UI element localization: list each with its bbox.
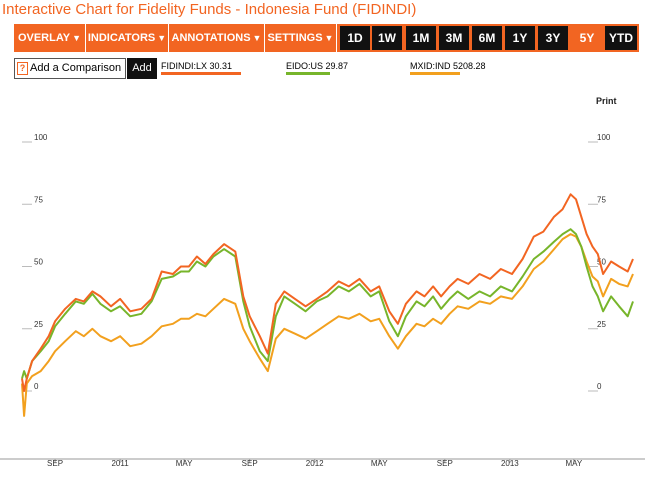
x-tick-label: SEP — [47, 459, 63, 468]
y-tick-label-left: 25 — [34, 320, 43, 329]
y-tick-label-right: 25 — [597, 320, 606, 329]
x-tick-label: 2013 — [501, 459, 519, 468]
series-line — [21, 228, 634, 380]
y-tick-label-left: 0 — [34, 382, 39, 391]
legend-series-value: 29.87 — [323, 61, 349, 71]
range-1y-button[interactable]: 1Y — [505, 26, 535, 50]
x-tick-label: 2011 — [111, 459, 129, 468]
chevron-down-icon: ▼ — [324, 33, 334, 43]
x-tick-label: MAY — [565, 459, 582, 468]
range-ytd-button[interactable]: YTD — [605, 26, 637, 50]
y-tick-label-right: 75 — [597, 195, 606, 204]
legend-item[interactable]: MXID:IND 5208.28 — [410, 61, 486, 71]
chevron-down-icon: ▼ — [72, 33, 82, 43]
legend-series-value: 5208.28 — [450, 61, 486, 71]
indicators-menu-label: INDICATORS — [87, 32, 156, 44]
add-comparison-button[interactable]: Add — [127, 58, 157, 79]
range-6m-button[interactable]: 6M — [472, 26, 502, 50]
y-tick-label-right: 50 — [597, 258, 606, 267]
y-tick-label-right: 0 — [597, 382, 602, 391]
add-comparison-label: Add a Comparison — [30, 62, 122, 74]
x-tick-label: MAY — [371, 459, 388, 468]
overlay-menu[interactable]: OVERLAY ▼ — [14, 24, 86, 52]
x-tick-label: SEP — [437, 459, 453, 468]
x-tick-label: SEP — [242, 459, 258, 468]
annotations-menu-label: ANNOTATIONS — [171, 32, 251, 44]
x-tick-label: MAY — [176, 459, 193, 468]
indicators-menu[interactable]: INDICATORS ▼ — [86, 24, 169, 52]
y-tick-label-left: 50 — [34, 258, 43, 267]
range-1m-button[interactable]: 1M — [406, 26, 436, 50]
chart-toolbar: OVERLAY ▼ INDICATORS ▼ ANNOTATIONS ▼ SETTIN… — [14, 24, 639, 52]
range-3y-button[interactable]: 3Y — [538, 26, 568, 50]
x-tick-label: 2012 — [306, 459, 324, 468]
chart-area: 0 0 25 25 50 50 75 75 100 100 SEP 2011 MAY SEP 2012 MAY… — [0, 85, 645, 474]
series-line — [21, 193, 634, 392]
chevron-down-icon: ▼ — [157, 33, 167, 43]
chart-title: Interactive Chart for Fidelity Funds - I… — [2, 1, 417, 18]
price-chart: 0 0 25 25 50 50 75 75 100 100 SEP 2011 MAY SEP 2012 MAY… — [0, 133, 645, 468]
y-tick-label-right: 100 — [597, 133, 611, 142]
legend-swatch — [161, 72, 241, 75]
chevron-down-icon: ▼ — [252, 33, 262, 43]
overlay-menu-label: OVERLAY — [17, 32, 71, 44]
legend-item[interactable]: EIDO:US 29.87 — [286, 61, 348, 71]
annotations-menu[interactable]: ANNOTATIONS ▼ — [169, 24, 265, 52]
legend-item[interactable]: FIDINDI:LX 30.31 — [161, 61, 232, 71]
y-tick-label-left: 75 — [34, 195, 43, 204]
range-1d-button[interactable]: 1D — [340, 26, 370, 50]
settings-menu[interactable]: SETTINGS ▼ — [265, 24, 337, 52]
print-button[interactable]: Print — [596, 96, 617, 106]
y-tick-label-left: 100 — [34, 133, 48, 142]
legend-swatch — [410, 72, 460, 75]
legend-series-value: 30.31 — [207, 61, 233, 71]
help-icon[interactable]: ? — [17, 61, 28, 75]
legend-series-name: MXID:IND — [410, 61, 451, 71]
legend-series-name: FIDINDI:LX — [161, 61, 208, 71]
range-1w-button[interactable]: 1W — [372, 26, 402, 50]
add-comparison-input[interactable]: ? Add a Comparison — [14, 58, 126, 79]
legend-series-name: EIDO:US — [286, 61, 324, 71]
range-5y-button[interactable]: 5Y — [572, 26, 602, 50]
settings-menu-label: SETTINGS — [267, 32, 323, 44]
legend-swatch — [286, 72, 330, 75]
range-3m-button[interactable]: 3M — [439, 26, 469, 50]
series-line — [21, 233, 634, 417]
